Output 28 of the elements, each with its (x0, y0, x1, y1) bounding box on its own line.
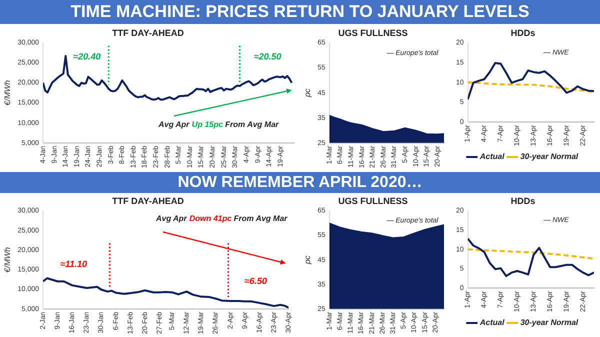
chart-title: UGS FULLNESS (338, 28, 408, 38)
annotation: Down 41pc (189, 214, 232, 223)
chart-title: UGS FULLNESS (338, 196, 408, 206)
chart-title: HDDs (510, 196, 536, 206)
annotation: ≈11.10 (60, 259, 87, 270)
chart-title: TTF DAY-AHEAD (112, 28, 184, 38)
legend-label: Actual (478, 318, 506, 328)
annotation: Up 15pc (192, 120, 224, 130)
annotation: ≈20.50 (254, 51, 282, 62)
y-axis-title: pc (303, 256, 312, 266)
annotation: ≈6.50 (244, 276, 267, 286)
annotation: Avg Apr (154, 214, 188, 223)
y-axis-title: €/MWh (3, 80, 12, 106)
legend-label: 30-year Normal (520, 152, 579, 162)
line-series (468, 81, 594, 93)
annotation: ≈20.40 (73, 51, 101, 62)
text: NOW REMEMBER APRIL 2020… (0, 172, 600, 193)
chart-title: TTF DAY-AHEAD (112, 196, 184, 206)
legend-label: Actual (478, 152, 506, 162)
annotation: From Avg Mar (234, 214, 288, 223)
chart-title: HDDs (510, 28, 536, 38)
line-series (468, 248, 594, 260)
annotation: Avg Apr (157, 120, 190, 130)
y-axis-title: pc (303, 88, 312, 98)
legend-label: 30-year Normal (520, 318, 579, 328)
annotation: From Avg Mar (225, 120, 280, 130)
y-axis-title: €/MWh (3, 246, 12, 272)
text: TIME MACHINE: PRICES RETURN TO JANUARY LEVELS (0, 0, 600, 24)
